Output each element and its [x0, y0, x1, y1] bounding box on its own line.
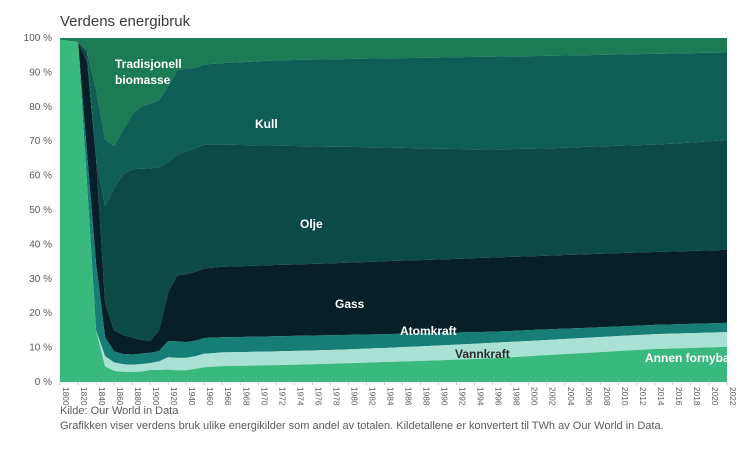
- svg-text:Olje: Olje: [300, 217, 323, 231]
- svg-text:70 %: 70 %: [29, 136, 52, 147]
- svg-text:40 %: 40 %: [29, 239, 52, 250]
- svg-text:60 %: 60 %: [29, 171, 52, 182]
- svg-text:30 %: 30 %: [29, 274, 52, 285]
- svg-text:2016: 2016: [674, 387, 684, 406]
- svg-text:Gass: Gass: [335, 297, 365, 311]
- svg-text:90 %: 90 %: [29, 67, 52, 78]
- svg-text:2022: 2022: [728, 387, 738, 406]
- svg-text:Vannkraft: Vannkraft: [455, 347, 510, 361]
- svg-text:10 %: 10 %: [29, 343, 52, 354]
- svg-text:Kull: Kull: [255, 117, 278, 131]
- svg-text:80 %: 80 %: [29, 102, 52, 113]
- svg-text:Annen fornybar: Annen fornybar: [645, 351, 735, 365]
- svg-text:100 %: 100 %: [24, 33, 52, 44]
- svg-text:0 %: 0 %: [35, 377, 52, 388]
- svg-text:50 %: 50 %: [29, 205, 52, 216]
- svg-text:Tradisjonell: Tradisjonell: [115, 57, 182, 71]
- svg-text:20 %: 20 %: [29, 308, 52, 319]
- svg-text:Atomkraft: Atomkraft: [400, 324, 457, 338]
- svg-text:2018: 2018: [692, 387, 702, 406]
- svg-text:2020: 2020: [710, 387, 720, 406]
- svg-text:biomasse: biomasse: [115, 73, 171, 87]
